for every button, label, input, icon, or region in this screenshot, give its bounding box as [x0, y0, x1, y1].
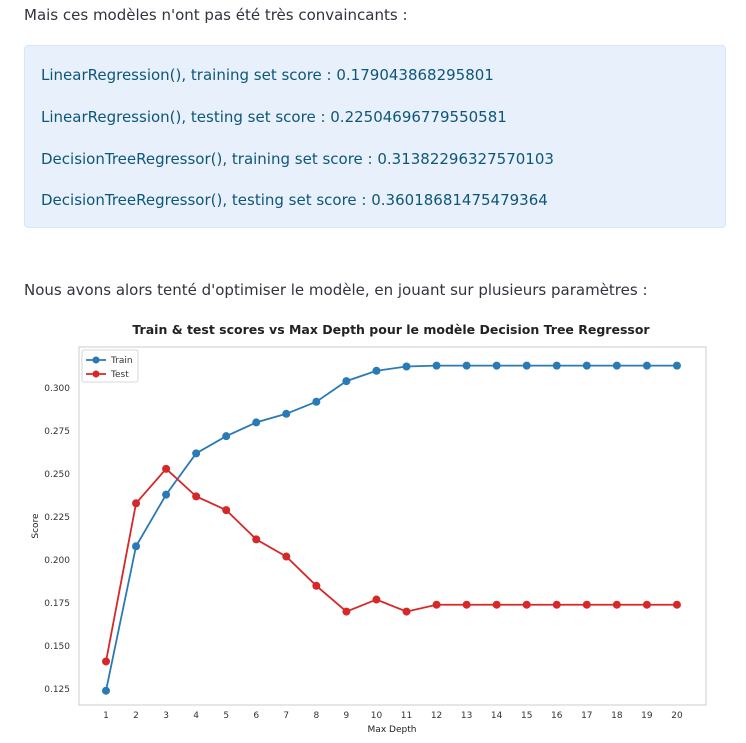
x-tick-label: 19 [641, 711, 653, 721]
data-point-train [162, 490, 171, 499]
data-point-test [642, 600, 651, 609]
x-tick-label: 11 [401, 711, 412, 721]
x-tick-label: 14 [491, 711, 503, 721]
x-tick-label: 10 [371, 711, 383, 721]
data-point-test [162, 464, 171, 473]
data-point-train [192, 449, 201, 458]
data-point-test [672, 600, 681, 609]
legend-train-marker [92, 356, 100, 364]
chart-title: Train & test scores vs Max Depth pour le… [132, 322, 650, 337]
data-point-test [492, 600, 501, 609]
x-tick-label: 16 [551, 711, 563, 721]
data-point-train [222, 432, 231, 441]
legend-train-label: Train [110, 356, 133, 366]
data-point-test [252, 535, 261, 544]
x-tick-label: 12 [431, 711, 442, 721]
data-point-test [312, 581, 321, 590]
x-tick-label: 17 [581, 711, 592, 721]
data-point-test [192, 492, 201, 501]
data-point-test [552, 600, 561, 609]
data-point-train [342, 377, 351, 386]
x-tick-label: 4 [193, 711, 199, 721]
data-point-test [372, 595, 381, 604]
x-tick-label: 8 [313, 711, 319, 721]
data-point-train [312, 397, 321, 406]
data-point-test [522, 600, 531, 609]
data-point-train [552, 361, 561, 370]
x-tick-label: 1 [103, 711, 109, 721]
data-point-test [402, 607, 411, 616]
y-tick-label: 0.225 [44, 513, 70, 523]
data-point-train [492, 361, 501, 370]
legend-test-label: Test [110, 370, 129, 380]
data-point-test [462, 600, 471, 609]
plot-area [78, 346, 707, 706]
data-point-train [402, 362, 411, 371]
data-point-train [132, 542, 141, 551]
x-tick-label: 6 [253, 711, 259, 721]
data-point-train [432, 361, 441, 370]
optimise-text: Nous avons alors tenté d'optimiser le mo… [24, 281, 648, 299]
y-tick-label: 0.300 [44, 384, 70, 394]
score-line-dt-train: DecisionTreeRegressor(), training set sc… [41, 150, 554, 168]
x-tick-label: 9 [344, 711, 350, 721]
data-point-train [102, 686, 110, 695]
series-line-train [105, 364, 677, 691]
series-line-test [105, 467, 677, 662]
data-point-train [642, 361, 651, 370]
data-point-train [672, 361, 681, 370]
x-tick-label: 7 [283, 711, 289, 721]
x-tick-label: 3 [163, 711, 169, 721]
data-point-train [522, 361, 531, 370]
score-line-lr-train: LinearRegression(), training set score :… [41, 66, 494, 84]
data-point-test [612, 600, 621, 609]
y-tick-label: 0.150 [44, 642, 70, 652]
data-point-test [102, 657, 110, 666]
x-tick-label: 13 [461, 711, 472, 721]
data-point-train [282, 409, 291, 418]
x-tick-label: 18 [611, 711, 623, 721]
legend-test-marker [92, 370, 100, 378]
series-lines [102, 361, 681, 695]
x-tick-label: 15 [521, 711, 532, 721]
max-depth-chart: Train & test scores vs Max Depth pour le… [31, 322, 707, 735]
score-line-dt-test: DecisionTreeRegressor(), testing set sco… [41, 191, 548, 209]
data-point-test [132, 499, 141, 508]
y-tick-label: 0.125 [44, 685, 70, 695]
score-line-lr-test: LinearRegression(), testing set score : … [41, 108, 507, 126]
data-point-train [462, 361, 471, 370]
legend-box [81, 349, 139, 383]
score-info-box: LinearRegression(), training set score :… [24, 45, 726, 228]
intro-text: Mais ces modèles n'ont pas été très conv… [24, 6, 408, 24]
legend: Train Test [81, 349, 139, 383]
y-tick-label: 0.275 [44, 427, 70, 437]
data-point-train [372, 366, 381, 375]
y-tick-label: 0.175 [44, 599, 70, 609]
data-point-train [252, 418, 261, 427]
data-point-train [582, 361, 591, 370]
data-point-test [582, 600, 591, 609]
x-tick-label: 5 [223, 711, 229, 721]
y-axis-label: Score [31, 513, 41, 539]
x-axis-ticks: 1 2 3 4 5 6 7 8 9 10 11 12 13 14 15 16 17 18 19 20 [103, 711, 683, 721]
data-point-test [222, 506, 231, 515]
data-point-train [612, 361, 621, 370]
y-tick-label: 0.200 [44, 556, 70, 566]
data-point-test [282, 552, 291, 561]
x-axis-label: Max Depth [368, 725, 417, 735]
x-tick-label: 20 [671, 711, 683, 721]
y-tick-label: 0.250 [44, 470, 70, 480]
data-point-test [342, 607, 351, 616]
y-axis-ticks: 0.125 0.150 0.175 0.200 0.225 0.250 0.275 0.300 [44, 384, 70, 695]
x-tick-label: 2 [133, 711, 139, 721]
data-point-test [432, 600, 441, 609]
